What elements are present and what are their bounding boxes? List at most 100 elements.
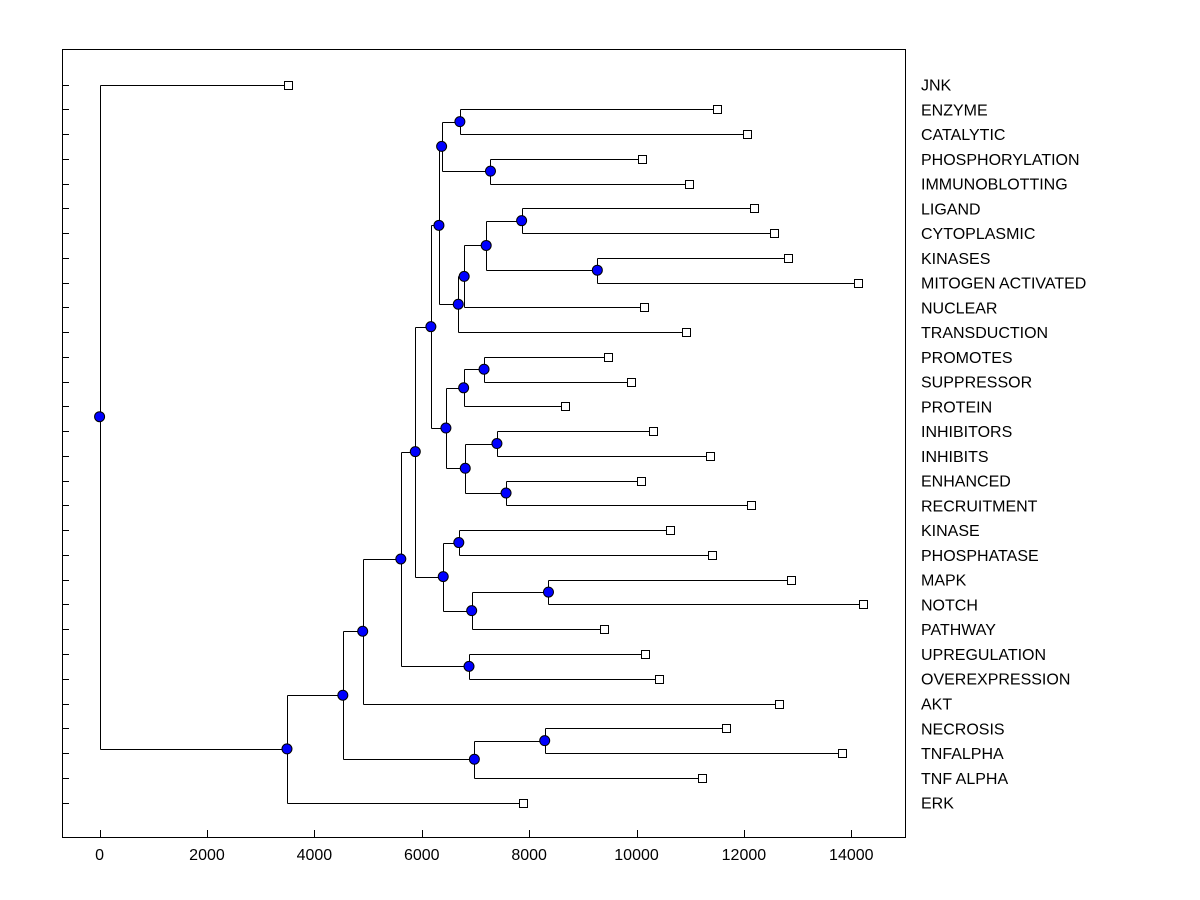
leaf-label-mitogen-activated: MITOGEN ACTIVATED [921,276,1086,293]
merge-node-n25 [539,735,551,747]
leaf-marker-protein [561,402,570,411]
leaf-marker-promotes [604,353,613,362]
merge-node-n12 [491,438,503,450]
leaf-marker-inhibits [706,452,715,461]
leaf-label-notch: NOTCH [921,597,978,614]
leaf-marker-akt [775,700,784,709]
leaf-label-suppressor: SUPPRESSOR [921,375,1032,392]
leaf-marker-mitogen-activated [854,279,863,288]
leaf-label-enzyme: ENZYME [921,102,988,119]
leaf-marker-nuclear [640,303,649,312]
merge-node-n2 [484,165,496,177]
leaf-marker-suppressor [627,378,636,387]
merge-node-markers [94,116,603,765]
merge-node-n15 [440,422,452,434]
leaf-marker-jnk [284,81,293,90]
x-tick-label: 12000 [722,847,767,864]
leaf-label-catalytic: CATALYTIC [921,127,1005,144]
merge-node-n21 [409,446,421,458]
merge-node-n26 [468,753,480,765]
leaf-marker-notch [859,600,868,609]
x-axis: 0 2000 4000 6000 8000 10000 12000 14000 [95,830,874,864]
x-tick-label: 10000 [614,847,659,864]
leaf-label-recruitment: RECRUITMENT [921,498,1038,515]
leaf-label-kinase: KINASE [921,523,980,540]
leaf-label-pathway: PATHWAY [921,622,996,639]
leaf-marker-phosphorylation [638,155,647,164]
x-tick-label: 6000 [404,847,440,864]
leaf-marker-inhibitors [649,427,658,436]
leaf-label-nuclear: NUCLEAR [921,300,997,317]
merge-node-n5 [591,264,603,276]
leaf-marker-enzyme [713,105,722,114]
leaf-marker-recruitment [747,501,756,510]
leaf-marker-transduction [682,328,691,337]
leaf-marker-mapk [787,576,796,585]
leaf-label-kinases: KINASES [921,251,990,268]
dendrogram-branches [100,85,864,804]
merge-node-n23 [395,553,407,565]
leaf-label-inhibits: INHIBITS [921,449,989,466]
merge-node-root [94,411,106,423]
merge-node-n28 [281,743,293,755]
leaf-label-ligand: LIGAND [921,201,981,218]
leaf-label-protein: PROTEIN [921,399,992,416]
leaf-label-akt: AKT [921,697,952,714]
leaf-label-erk: ERK [921,796,954,813]
merge-node-n10 [478,363,490,375]
leaf-labels: JNK ENZYME CATALYTIC PHOSPHORYLATION IMMUNOB… [921,78,1086,813]
merge-node-n8 [452,298,464,310]
plot-frame [62,49,906,838]
merge-node-n11 [458,382,470,394]
merge-node-n1 [454,116,466,128]
x-tick-label: 2000 [189,847,225,864]
leaf-marker-kinases [784,254,793,263]
leaf-marker-immunoblotting [685,180,694,189]
leaf-marker-tnfalpha [838,749,847,758]
leaf-marker-ligand [750,204,759,213]
leaf-marker-necrosis [722,724,731,733]
merge-node-n19 [466,605,478,617]
leaf-label-mapk: MAPK [921,573,967,590]
merge-node-n7 [458,270,470,282]
merge-node-n20 [437,571,449,583]
leaf-marker-enhanced [637,477,646,486]
leaf-marker-cytoplasmic [770,229,779,238]
leaf-label-promotes: PROMOTES [921,350,1013,367]
leaf-marker-tnf-alpha [698,774,707,783]
merge-node-n9 [433,219,445,231]
leaf-label-tnfalpha: TNFALPHA [921,746,1004,763]
merge-node-n18 [542,586,554,598]
leaf-marker-erk [519,799,528,808]
leaf-label-cytoplasmic: CYTOPLASMIC [921,226,1035,243]
leaf-marker-pathway [600,625,609,634]
leaf-label-jnk: JNK [921,78,952,95]
leaf-label-phosphatase: PHOSPHATASE [921,548,1039,565]
merge-node-n6 [480,239,492,251]
leaf-marker-kinase [666,526,675,535]
leaf-marker-catalytic [743,130,752,139]
merge-node-n27 [337,689,349,701]
merge-node-n13 [500,487,512,499]
merge-node-n22 [463,660,475,672]
leaf-marker-phosphatase [708,551,717,560]
x-tick-label: 0 [95,847,104,864]
x-tick-label: 4000 [297,847,333,864]
leaf-label-tnf-alpha: TNF ALPHA [921,771,1008,788]
merge-node-n16 [425,321,437,333]
leaf-label-phosphorylation: PHOSPHORYLATION [921,152,1080,169]
merge-node-n17 [453,537,465,549]
leaf-label-upregulation: UPREGULATION [921,647,1046,664]
leaf-label-overexpression: OVEREXPRESSION [921,672,1070,689]
merge-node-n24 [357,625,369,637]
leaf-markers [284,81,868,808]
merge-node-n3 [436,140,448,152]
leaf-marker-upregulation [641,650,650,659]
merge-node-n14 [459,462,471,474]
leaf-label-transduction: TRANSDUCTION [921,325,1048,342]
merge-node-n4 [516,215,528,227]
x-tick-label: 14000 [829,847,874,864]
y-axis-ticks [62,85,69,804]
leaf-label-necrosis: NECROSIS [921,721,1005,738]
